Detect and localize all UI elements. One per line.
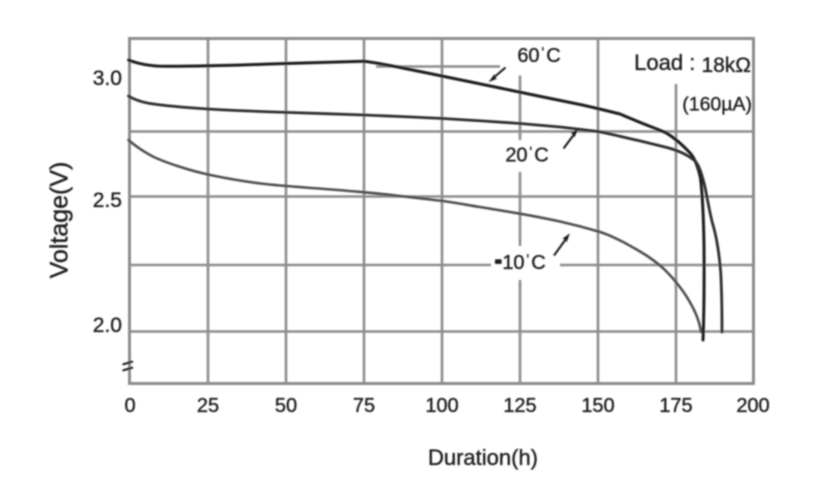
svg-text:100: 100 bbox=[425, 395, 458, 417]
svg-text:150: 150 bbox=[581, 395, 614, 417]
svg-text:2.5: 2.5 bbox=[93, 189, 122, 212]
svg-text:175: 175 bbox=[659, 395, 692, 417]
svg-text:10ˈC: 10ˈC bbox=[502, 252, 545, 274]
svg-text:Load : 18kΩ: Load : 18kΩ bbox=[634, 50, 751, 77]
svg-text:Voltage(V): Voltage(V) bbox=[46, 162, 74, 279]
svg-text:0: 0 bbox=[124, 395, 135, 417]
svg-text:75: 75 bbox=[353, 395, 375, 417]
svg-text:(160µA): (160µA) bbox=[682, 94, 752, 116]
svg-text:20ˈC: 20ˈC bbox=[505, 145, 548, 167]
svg-text:Duration(h): Duration(h) bbox=[428, 445, 538, 470]
svg-text:125: 125 bbox=[503, 395, 536, 417]
svg-text:2.0: 2.0 bbox=[93, 314, 122, 337]
svg-text:50: 50 bbox=[275, 395, 297, 417]
svg-text:200: 200 bbox=[736, 395, 769, 417]
svg-text:3.0: 3.0 bbox=[93, 67, 122, 90]
svg-text:25: 25 bbox=[197, 395, 219, 417]
svg-text:60ˈC: 60ˈC bbox=[517, 45, 560, 67]
